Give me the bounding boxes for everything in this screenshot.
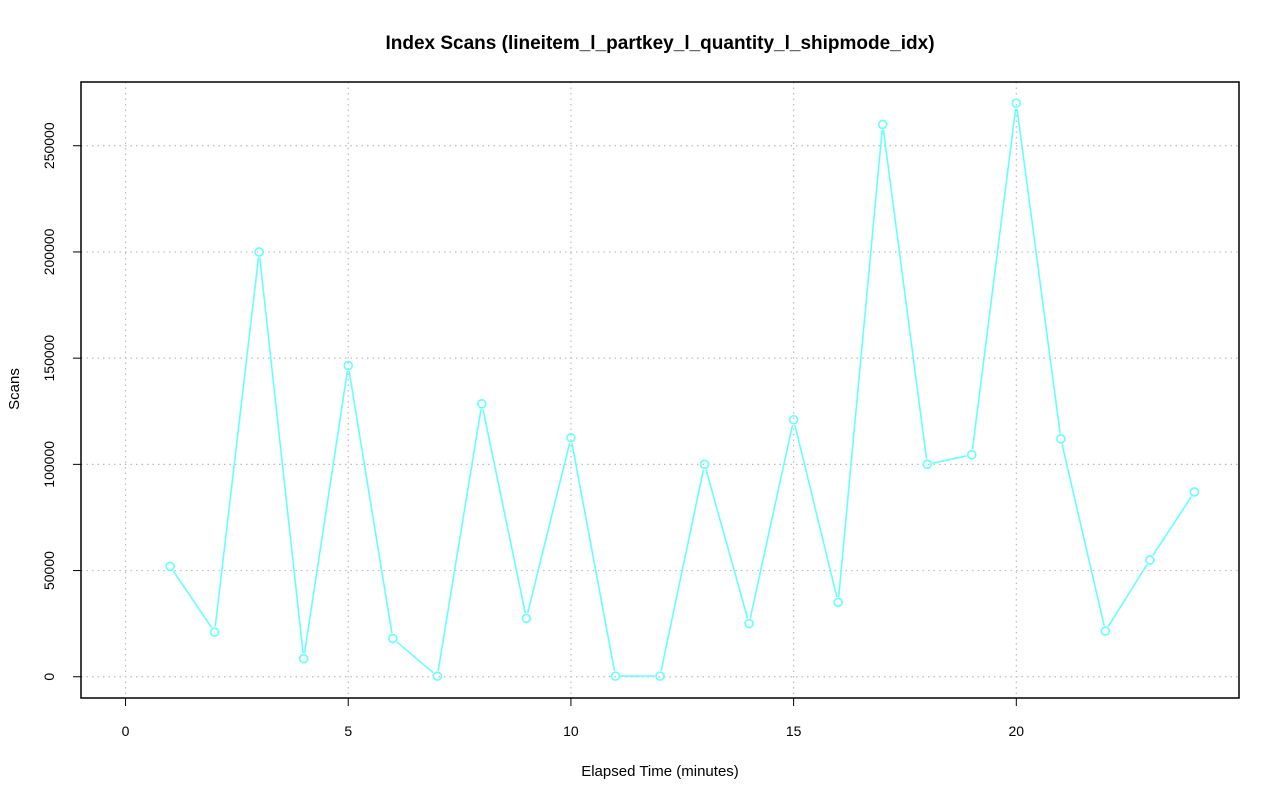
series-segment — [1061, 444, 1105, 626]
series-segment — [1016, 108, 1061, 434]
data-point — [254, 247, 264, 257]
y-tick-label: 0 — [41, 673, 57, 681]
y-tick-label: 150000 — [41, 335, 57, 382]
data-point — [209, 627, 220, 637]
data-point — [788, 414, 799, 425]
x-axis-label: Elapsed Time (minutes) — [581, 763, 739, 780]
data-point — [877, 119, 888, 130]
data-point — [432, 671, 443, 681]
x-tick-label: 15 — [786, 723, 802, 739]
series-segment — [303, 370, 349, 654]
series-segment — [1152, 496, 1193, 556]
plot-frame — [80, 81, 1240, 699]
series-segment — [749, 424, 794, 619]
data-point — [610, 671, 621, 681]
data-point — [1011, 98, 1022, 109]
y-tick-label: 250000 — [41, 122, 57, 169]
series-segment — [258, 257, 304, 654]
series-segment — [705, 469, 749, 619]
series-segment — [571, 443, 616, 671]
chart-title: Index Scans (lineitem_l_partkey_l_quanti… — [385, 33, 934, 54]
x-axis: 0 5 10 15 20 — [122, 697, 1025, 739]
series-line-group — [172, 108, 1193, 677]
data-point — [699, 459, 710, 470]
data-point — [922, 459, 933, 470]
y-tick-label: 50000 — [41, 551, 57, 590]
data-point — [744, 618, 754, 629]
series-segment — [214, 257, 260, 627]
data-point — [1189, 487, 1200, 497]
x-tick-label: 10 — [563, 723, 579, 739]
series-segment — [882, 129, 928, 459]
data-point — [966, 449, 977, 460]
y-axis-label: Scans — [6, 368, 23, 410]
series-segment — [660, 469, 705, 671]
series-segment — [348, 370, 393, 634]
data-point — [477, 399, 487, 409]
x-tick-label: 5 — [344, 723, 352, 739]
series-segment — [482, 409, 527, 614]
series-segment — [396, 641, 434, 674]
series-segment — [1107, 564, 1148, 627]
series-segment — [794, 424, 838, 598]
y-tick-label: 100000 — [41, 441, 57, 488]
data-point — [165, 561, 175, 572]
y-axis: 0 50000 100000 150000 200000 250000 — [41, 122, 81, 681]
data-point — [833, 597, 843, 608]
data-point — [1145, 555, 1155, 565]
series-segment — [932, 455, 967, 464]
series-segment — [172, 570, 213, 629]
data-point — [1100, 626, 1111, 636]
data-point — [566, 432, 576, 443]
data-point — [298, 653, 309, 664]
series-segment — [437, 409, 482, 671]
data-point — [387, 633, 398, 644]
data-points — [165, 98, 1200, 681]
data-point — [343, 360, 354, 371]
series-segment — [526, 442, 571, 614]
y-tick-label: 200000 — [41, 228, 57, 275]
data-point — [1056, 434, 1066, 444]
data-point — [655, 671, 665, 681]
x-tick-label: 0 — [122, 723, 130, 739]
series-segment — [971, 108, 1017, 450]
x-tick-label: 20 — [1009, 723, 1025, 739]
series-segment — [837, 129, 883, 598]
data-point — [521, 613, 532, 624]
grid — [81, 82, 1239, 698]
